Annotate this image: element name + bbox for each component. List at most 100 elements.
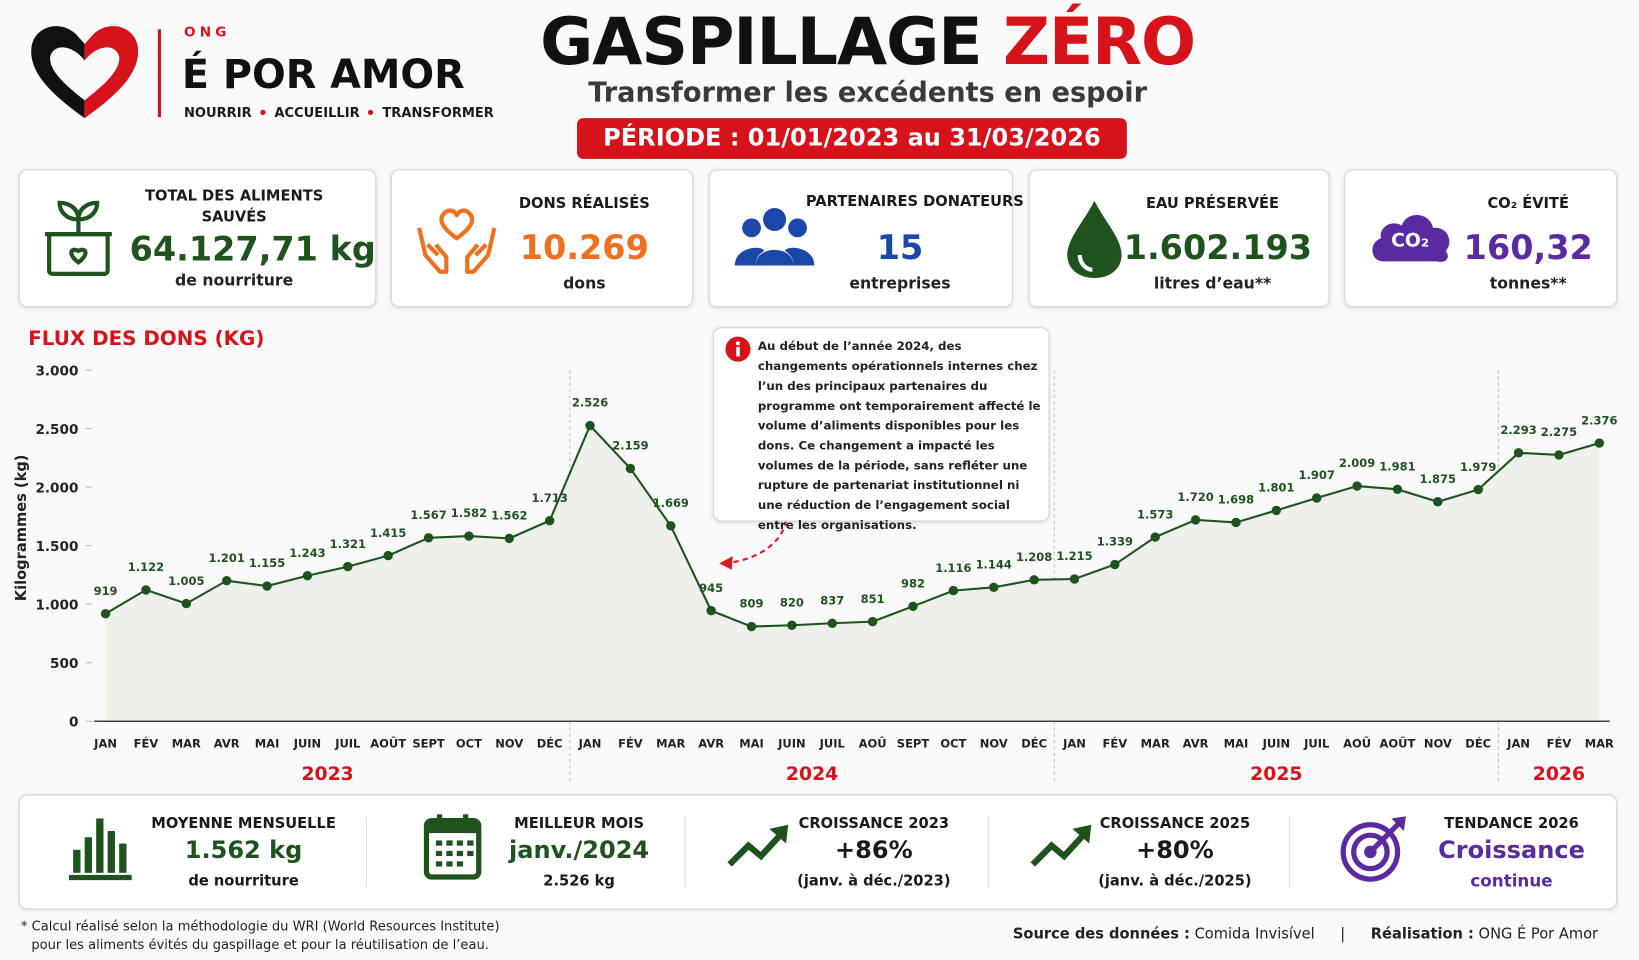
x-tick-label: AOÛT	[1380, 735, 1416, 750]
x-tick-label: JUIL	[334, 736, 360, 750]
y-axis-label: Kilogrammes (kg)	[13, 455, 30, 602]
period: PÉRIODE : 01/01/2023 au 31/03/2026	[577, 118, 1127, 159]
footnote-line: pour les aliments évités du gaspillage e…	[31, 936, 489, 953]
summary-note: (janv. à déc./2023)	[797, 872, 951, 890]
year-label: 2023	[301, 764, 353, 785]
data-label: 1.321	[330, 537, 366, 551]
data-label: 809	[740, 597, 764, 611]
dot	[260, 109, 266, 115]
x-tick-label: NOV	[980, 736, 1008, 750]
y-tick-label: 1.500	[35, 539, 78, 555]
data-label: 945	[699, 581, 723, 595]
data-label: 1.582	[451, 506, 487, 520]
point	[181, 598, 192, 609]
x-tick-label: AVR	[1183, 736, 1209, 750]
summary-value: 1.562 kg	[184, 837, 303, 865]
kpi-unit: dons	[563, 273, 606, 293]
point	[302, 571, 313, 581]
kpi-value: 1.602.193	[1123, 227, 1313, 268]
point	[1392, 484, 1403, 495]
x-tick-label: MAI	[255, 736, 280, 750]
point	[383, 550, 393, 561]
point	[948, 585, 959, 596]
point	[100, 608, 111, 619]
point	[666, 521, 676, 531]
data-label: 2.009	[1339, 456, 1375, 470]
data-label: 1.801	[1258, 481, 1294, 495]
x-tick-label: JAN	[93, 736, 117, 750]
data-label: 1.155	[249, 556, 285, 570]
y-tick-label: 2.000	[35, 480, 78, 496]
data-label: 851	[861, 592, 885, 606]
summary-value: +80%	[1136, 837, 1214, 865]
kpi-unit: entreprises	[849, 273, 951, 293]
area	[105, 425, 1600, 722]
data-label: 837	[820, 593, 844, 607]
x-tick-label: JUIN	[777, 736, 805, 750]
x-tick-label: JAN	[578, 736, 602, 750]
x-tick-label: AVR	[698, 736, 724, 750]
point	[262, 581, 272, 591]
kpi-value: 10.269	[519, 227, 649, 268]
data-label: 1.981	[1379, 460, 1415, 474]
point	[221, 575, 232, 586]
credit: ONG É Por Amor	[1478, 926, 1599, 943]
summary-panel: MOYENNE MENSUELLE 1.562 kg de nourriture M…	[18, 794, 1618, 910]
line	[105, 423, 1600, 628]
point	[464, 531, 474, 541]
year-label: 2026	[1533, 764, 1585, 785]
x-tick-label: SEPT	[412, 736, 445, 750]
divider	[684, 816, 686, 888]
x-tick-label: JUIN	[293, 736, 321, 750]
y-tick-label: 2.500	[35, 422, 78, 438]
x-tick-label: NOV	[495, 736, 523, 750]
kpi-card: EAU PRÉSERVÉE 1.602.193 litres d’eau**	[1028, 169, 1330, 308]
x-tick-label: DÉC	[1021, 735, 1047, 750]
annotation: Au début de l’année 2024, des changement…	[712, 327, 1050, 532]
summary-value: Croissance	[1438, 837, 1585, 865]
kpi-unit: tonnes**	[1489, 273, 1567, 293]
y-tick-label: 1.000	[35, 597, 78, 613]
x-tick-label: MAR	[1141, 736, 1170, 750]
x-tick-label: JUIN	[1262, 736, 1290, 750]
x-tick-label: DÉC	[537, 735, 563, 750]
point	[544, 516, 555, 526]
kpi-label: CO₂ ÉVITÉ	[1487, 195, 1569, 213]
data-label: 982	[901, 576, 925, 590]
point	[827, 618, 837, 628]
x-tick-label: NOV	[1424, 736, 1452, 750]
data-label: 1.144	[976, 558, 1012, 572]
x-tick-label: FÉV	[618, 735, 643, 750]
x-tick-label: OCT	[456, 736, 482, 750]
icon-text: CO₂	[1391, 231, 1429, 252]
x-tick-label: JAN	[1506, 736, 1530, 750]
data-label: 1.208	[1016, 550, 1052, 564]
point	[504, 533, 514, 544]
point	[1150, 532, 1160, 542]
footnote-line: * Calcul réalisé selon la méthodologie d…	[20, 917, 500, 934]
data-label: 1.415	[370, 526, 406, 540]
kpi-label: TOTAL DES ALIMENTS SAUVÉS	[145, 188, 324, 226]
title-accent: ZÉRO	[1003, 3, 1196, 80]
point	[908, 601, 918, 611]
chart-title: FLUX DES DONS (KG)	[28, 327, 265, 351]
data-label: 1.573	[1137, 507, 1173, 521]
x-tick-label: JUIL	[1303, 736, 1329, 750]
summary-label: MOYENNE MENSUELLE	[151, 815, 336, 833]
kpi-text: DONS RÉALISÉS 10.269 dons	[497, 193, 673, 293]
data-label: 1.669	[653, 496, 689, 510]
separator: |	[1340, 926, 1346, 943]
point	[787, 620, 797, 630]
source: Comida Invisível	[1194, 926, 1315, 943]
logo-heart	[31, 26, 139, 119]
y-tick-label: 3.000	[35, 363, 78, 379]
year-label: 2025	[1250, 764, 1302, 785]
taglines: NOURRIR ACCUEILLIR TRANSFORMER	[184, 105, 494, 121]
tagline: TRANSFORMER	[382, 104, 494, 121]
icon-hands	[417, 208, 497, 274]
data-label: 1.215	[1056, 549, 1092, 563]
data-label: 1.122	[128, 560, 164, 574]
data-label: 1.201	[209, 551, 245, 565]
logo-divider	[157, 29, 161, 118]
